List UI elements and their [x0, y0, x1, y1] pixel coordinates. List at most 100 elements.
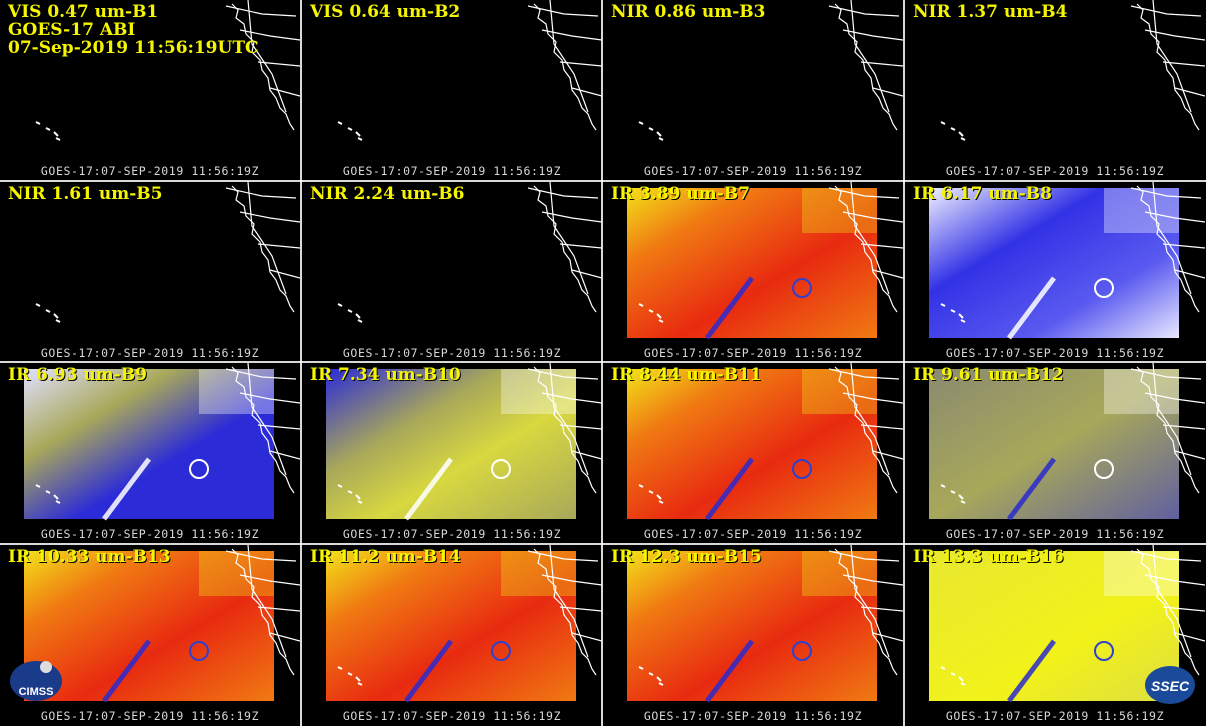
timestamp-footer: GOES-17:07-SEP-2019 11:56:19Z [342, 709, 562, 723]
satellite-image [326, 363, 602, 521]
timestamp-footer: GOES-17:07-SEP-2019 11:56:19Z [945, 709, 1165, 723]
state-border [1152, 363, 1192, 476]
band-image [627, 188, 877, 338]
coastal-clouds [1104, 551, 1179, 596]
hawaii-islands [638, 121, 664, 141]
state-border [527, 187, 599, 199]
band-image [929, 188, 1179, 338]
coastline [533, 548, 597, 676]
coastline [834, 548, 898, 676]
state-border [239, 211, 300, 223]
state-border [247, 545, 287, 658]
hawaii-islands [940, 666, 966, 686]
satellite-image [627, 182, 903, 340]
state-border [872, 87, 903, 97]
state-border [872, 450, 903, 460]
cloud-band [1007, 639, 1056, 703]
panel-divider [601, 0, 603, 726]
state-border [541, 211, 602, 223]
satellite-image [326, 545, 602, 703]
cloud-band [705, 457, 754, 521]
band-image [326, 551, 576, 701]
satellite-image [929, 363, 1205, 521]
state-border [1152, 545, 1192, 658]
state-border [549, 363, 589, 476]
band-panel: IR 8.44 um-B11 GOES-17:07-SEP-2019 11:56:… [603, 363, 903, 543]
coastal-clouds [199, 551, 274, 596]
state-border [239, 574, 300, 586]
state-border [1144, 574, 1205, 586]
cloud-band [404, 457, 453, 521]
panel-divider [903, 0, 905, 726]
hawaii-islands [638, 303, 664, 323]
satellite-image [337, 182, 602, 323]
timestamp-footer: GOES-17:07-SEP-2019 11:56:19Z [40, 709, 260, 723]
timestamp-footer: GOES-17:07-SEP-2019 11:56:19Z [342, 346, 562, 360]
hawaii-islands [337, 484, 363, 504]
band-panel: NIR 2.24 um-B6 GOES-17:07-SEP-2019 11:56:… [302, 182, 602, 362]
coastal-clouds [802, 551, 877, 596]
coastline [533, 3, 597, 131]
timestamp-footer: GOES-17:07-SEP-2019 11:56:19Z [342, 164, 562, 178]
state-border [225, 5, 297, 17]
coastline [231, 185, 295, 313]
timestamp-footer: GOES-17:07-SEP-2019 11:56:19Z [945, 346, 1165, 360]
coastline [533, 185, 597, 313]
band-label: VIS 0.64 um-B2 [310, 2, 461, 22]
satellite-image [24, 545, 300, 703]
coastline [834, 366, 898, 494]
state-border [549, 545, 589, 658]
state-border [541, 29, 602, 41]
cyclone-swirl [1094, 459, 1114, 479]
timestamp-footer: GOES-17:07-SEP-2019 11:56:19Z [945, 164, 1165, 178]
band-image [627, 551, 877, 701]
band-panel: IR 9.61 um-B12 GOES-17:07-SEP-2019 11:56:… [905, 363, 1205, 543]
state-border [541, 392, 602, 404]
cloud-band [404, 639, 453, 703]
state-border [549, 182, 589, 295]
cyclone-swirl [1094, 641, 1114, 661]
state-border [850, 182, 890, 295]
coastal-clouds [1104, 188, 1179, 233]
state-border [1130, 368, 1202, 380]
cimss-logo: CIMSS [10, 661, 62, 701]
coastline [231, 548, 295, 676]
cyclone-swirl [792, 641, 812, 661]
state-border [828, 550, 900, 562]
band-panel: VIS 0.47 um-B1 GOES-17:07-SEP-2019 11:56:… [0, 0, 300, 180]
band-panel: IR 11.2 um-B14 GOES-17:07-SEP-2019 11:56:… [302, 545, 602, 725]
state-border [1144, 29, 1205, 41]
band-panel: IR 13.3 um-B16 GOES-17:07-SEP-2019 11:56:… [905, 545, 1205, 725]
coastal-clouds [802, 369, 877, 414]
state-border [842, 574, 903, 586]
state-border [1130, 187, 1202, 199]
band-image [929, 369, 1179, 519]
product-header: GOES-17 ABI 07-Sep-2019 11:56:19UTC [8, 21, 259, 57]
hawaii-islands [337, 303, 363, 323]
state-border [1144, 392, 1205, 404]
band-panel: NIR 1.37 um-B4 GOES-17:07-SEP-2019 11:56:… [905, 0, 1205, 180]
band-label: NIR 1.37 um-B4 [913, 2, 1068, 22]
satellite-image [940, 0, 1205, 141]
state-border [239, 29, 300, 41]
cyclone-swirl [792, 278, 812, 298]
cyclone-swirl [792, 459, 812, 479]
hawaii-islands [337, 121, 363, 141]
band-panel: IR 6.93 um-B9 GOES-17:07-SEP-2019 11:56:1… [0, 363, 300, 543]
band-image [326, 369, 576, 519]
state-border [527, 550, 599, 562]
cyclone-swirl [189, 641, 209, 661]
band-label: IR 8.44 um-B11 [611, 365, 762, 385]
coastline [834, 3, 898, 131]
state-border [571, 87, 602, 97]
band-image [627, 369, 877, 519]
state-border [1174, 87, 1205, 97]
state-border [571, 450, 602, 460]
state-border [527, 5, 599, 17]
state-border [1152, 0, 1192, 113]
ssec-logo: SSEC [1145, 666, 1195, 704]
hawaii-islands [940, 121, 966, 141]
band-label: IR 12.3 um-B15 [611, 547, 762, 567]
hawaii-islands [940, 484, 966, 504]
